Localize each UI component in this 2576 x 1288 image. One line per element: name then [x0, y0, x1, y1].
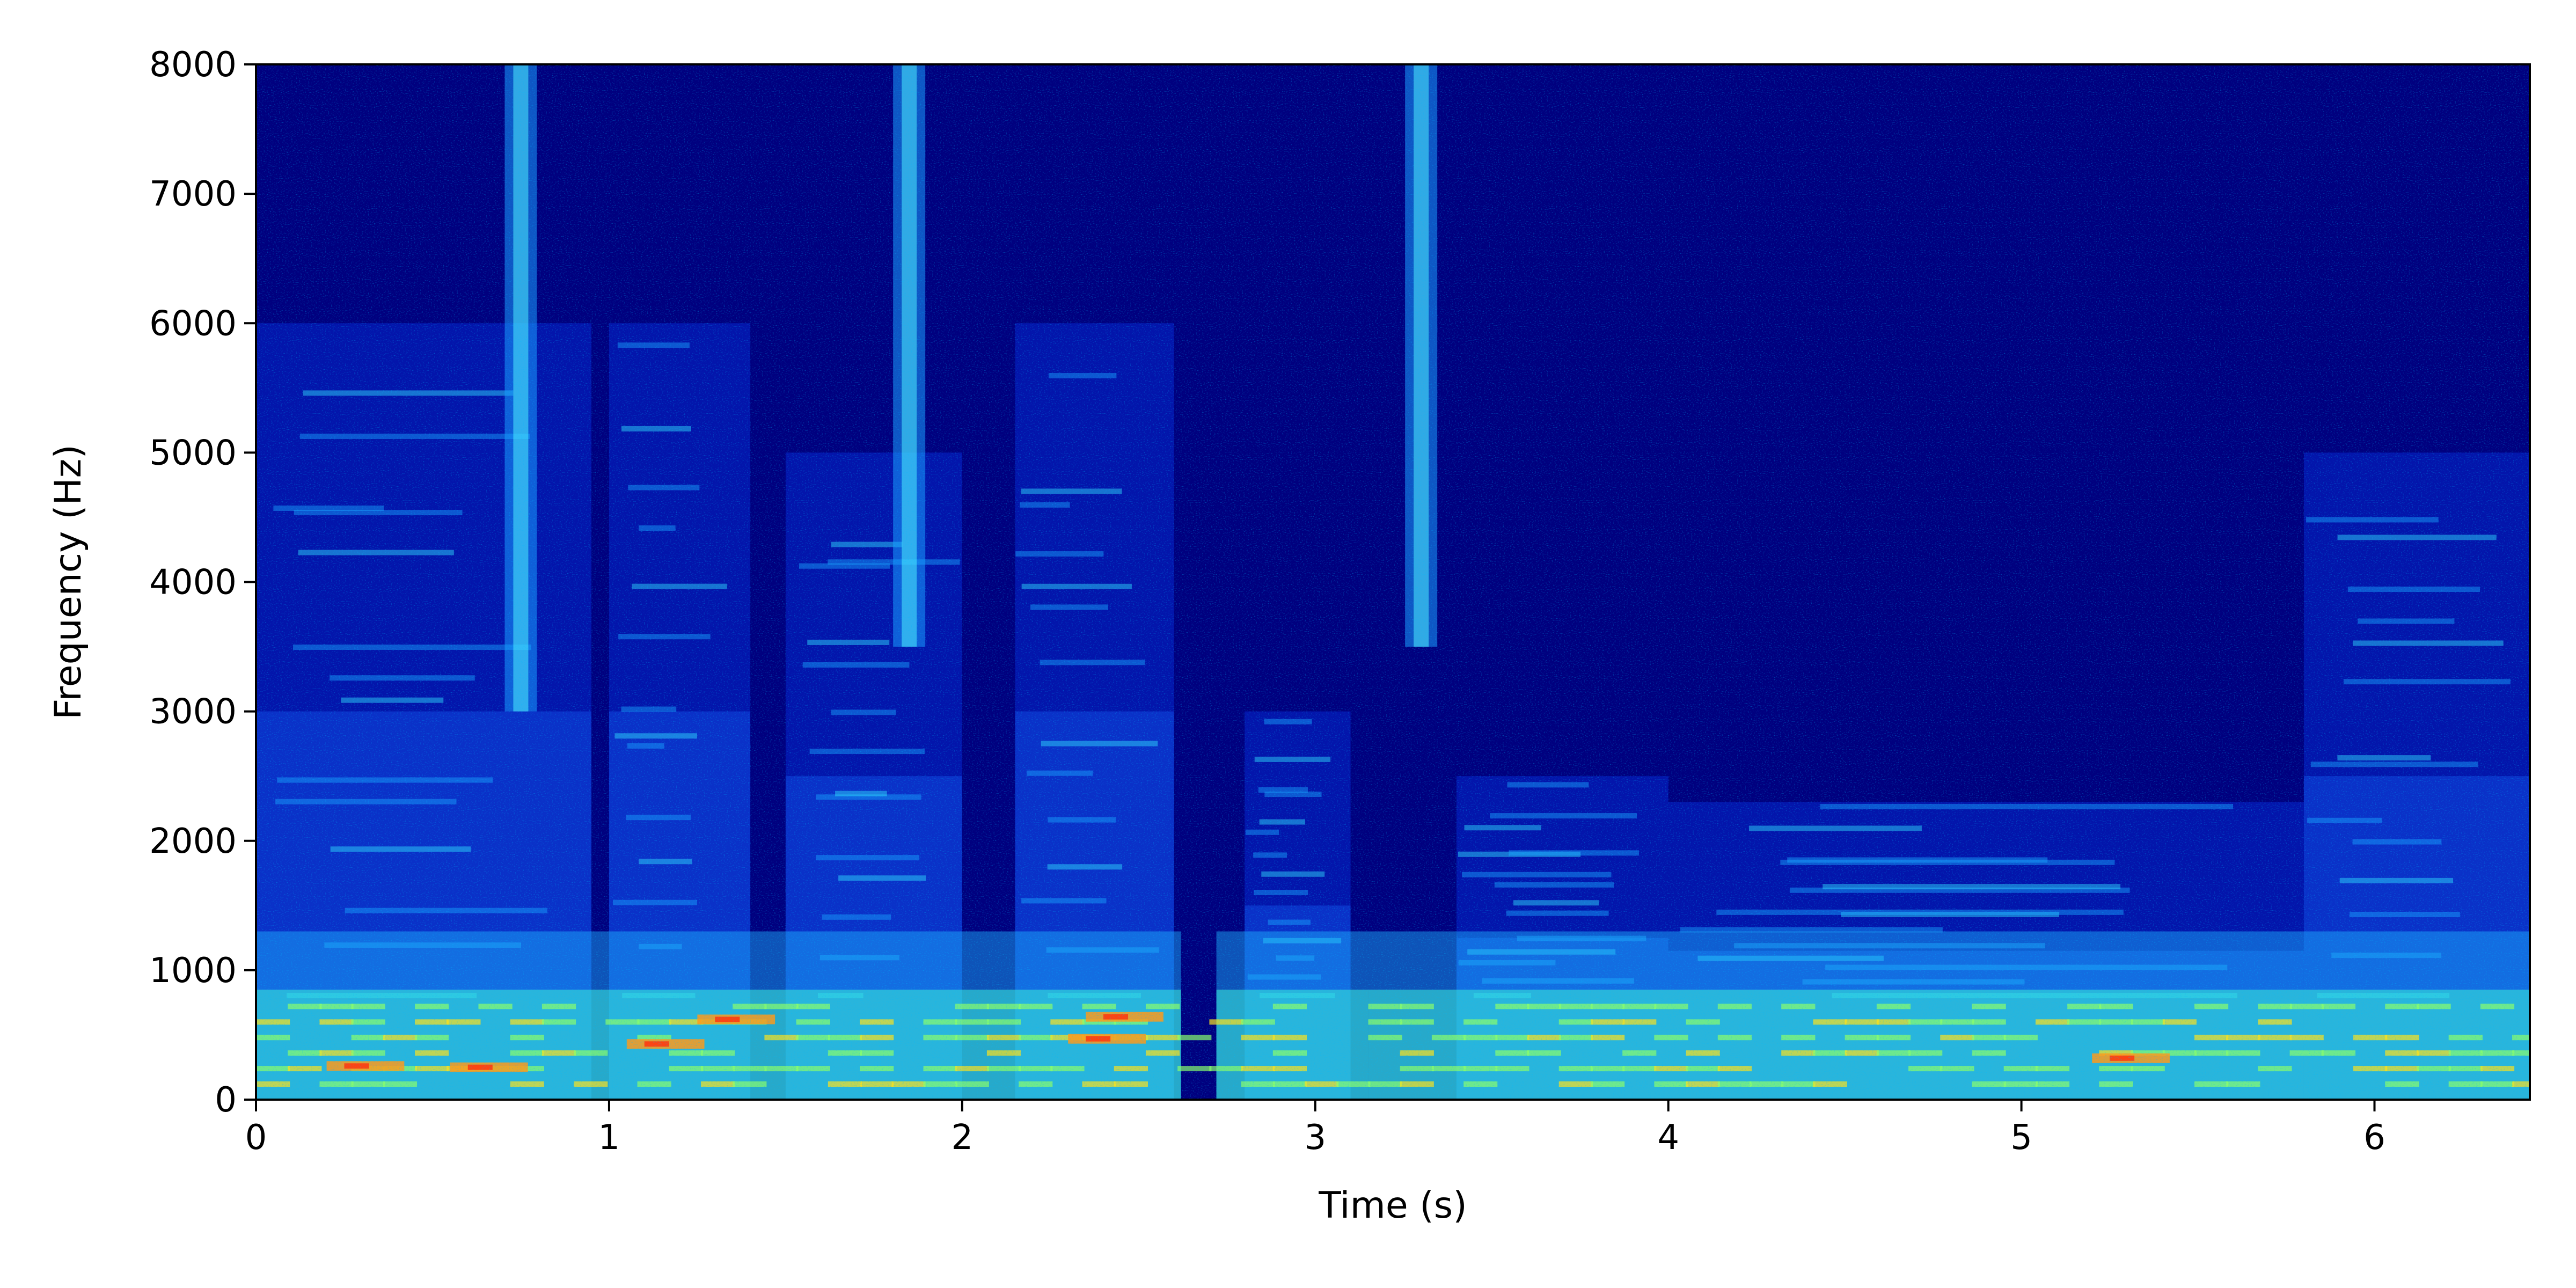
y-tick-label: 4000 [149, 563, 237, 603]
y-tick-label: 1000 [149, 951, 237, 991]
x-tick-label: 2 [951, 1118, 973, 1158]
plot-area [256, 64, 2530, 1100]
x-tick-label: 1 [598, 1118, 620, 1158]
y-tick-label: 8000 [149, 45, 237, 85]
x-axis-label: Time (s) [1318, 1184, 1467, 1227]
x-tick-label: 6 [2363, 1118, 2385, 1158]
x-tick-label: 4 [1657, 1118, 1679, 1158]
y-axis: 0 1000 2000 3000 4000 5000 6000 7000 8000 [149, 45, 256, 1120]
y-axis-label: Frequency (Hz) [47, 444, 90, 720]
noise-texture [256, 64, 2530, 1100]
x-tick-label: 3 [1304, 1118, 1326, 1158]
x-tick-label: 5 [2010, 1118, 2032, 1158]
x-axis: 0 1 2 3 4 5 6 [245, 1100, 2385, 1158]
x-tick-label: 0 [245, 1118, 267, 1158]
y-tick-label: 7000 [149, 174, 237, 214]
y-tick-label: 5000 [149, 433, 237, 473]
y-tick-label: 6000 [149, 304, 237, 343]
y-tick-label: 2000 [149, 822, 237, 861]
y-tick-label: 3000 [149, 692, 237, 732]
y-tick-label: 0 [215, 1080, 237, 1120]
